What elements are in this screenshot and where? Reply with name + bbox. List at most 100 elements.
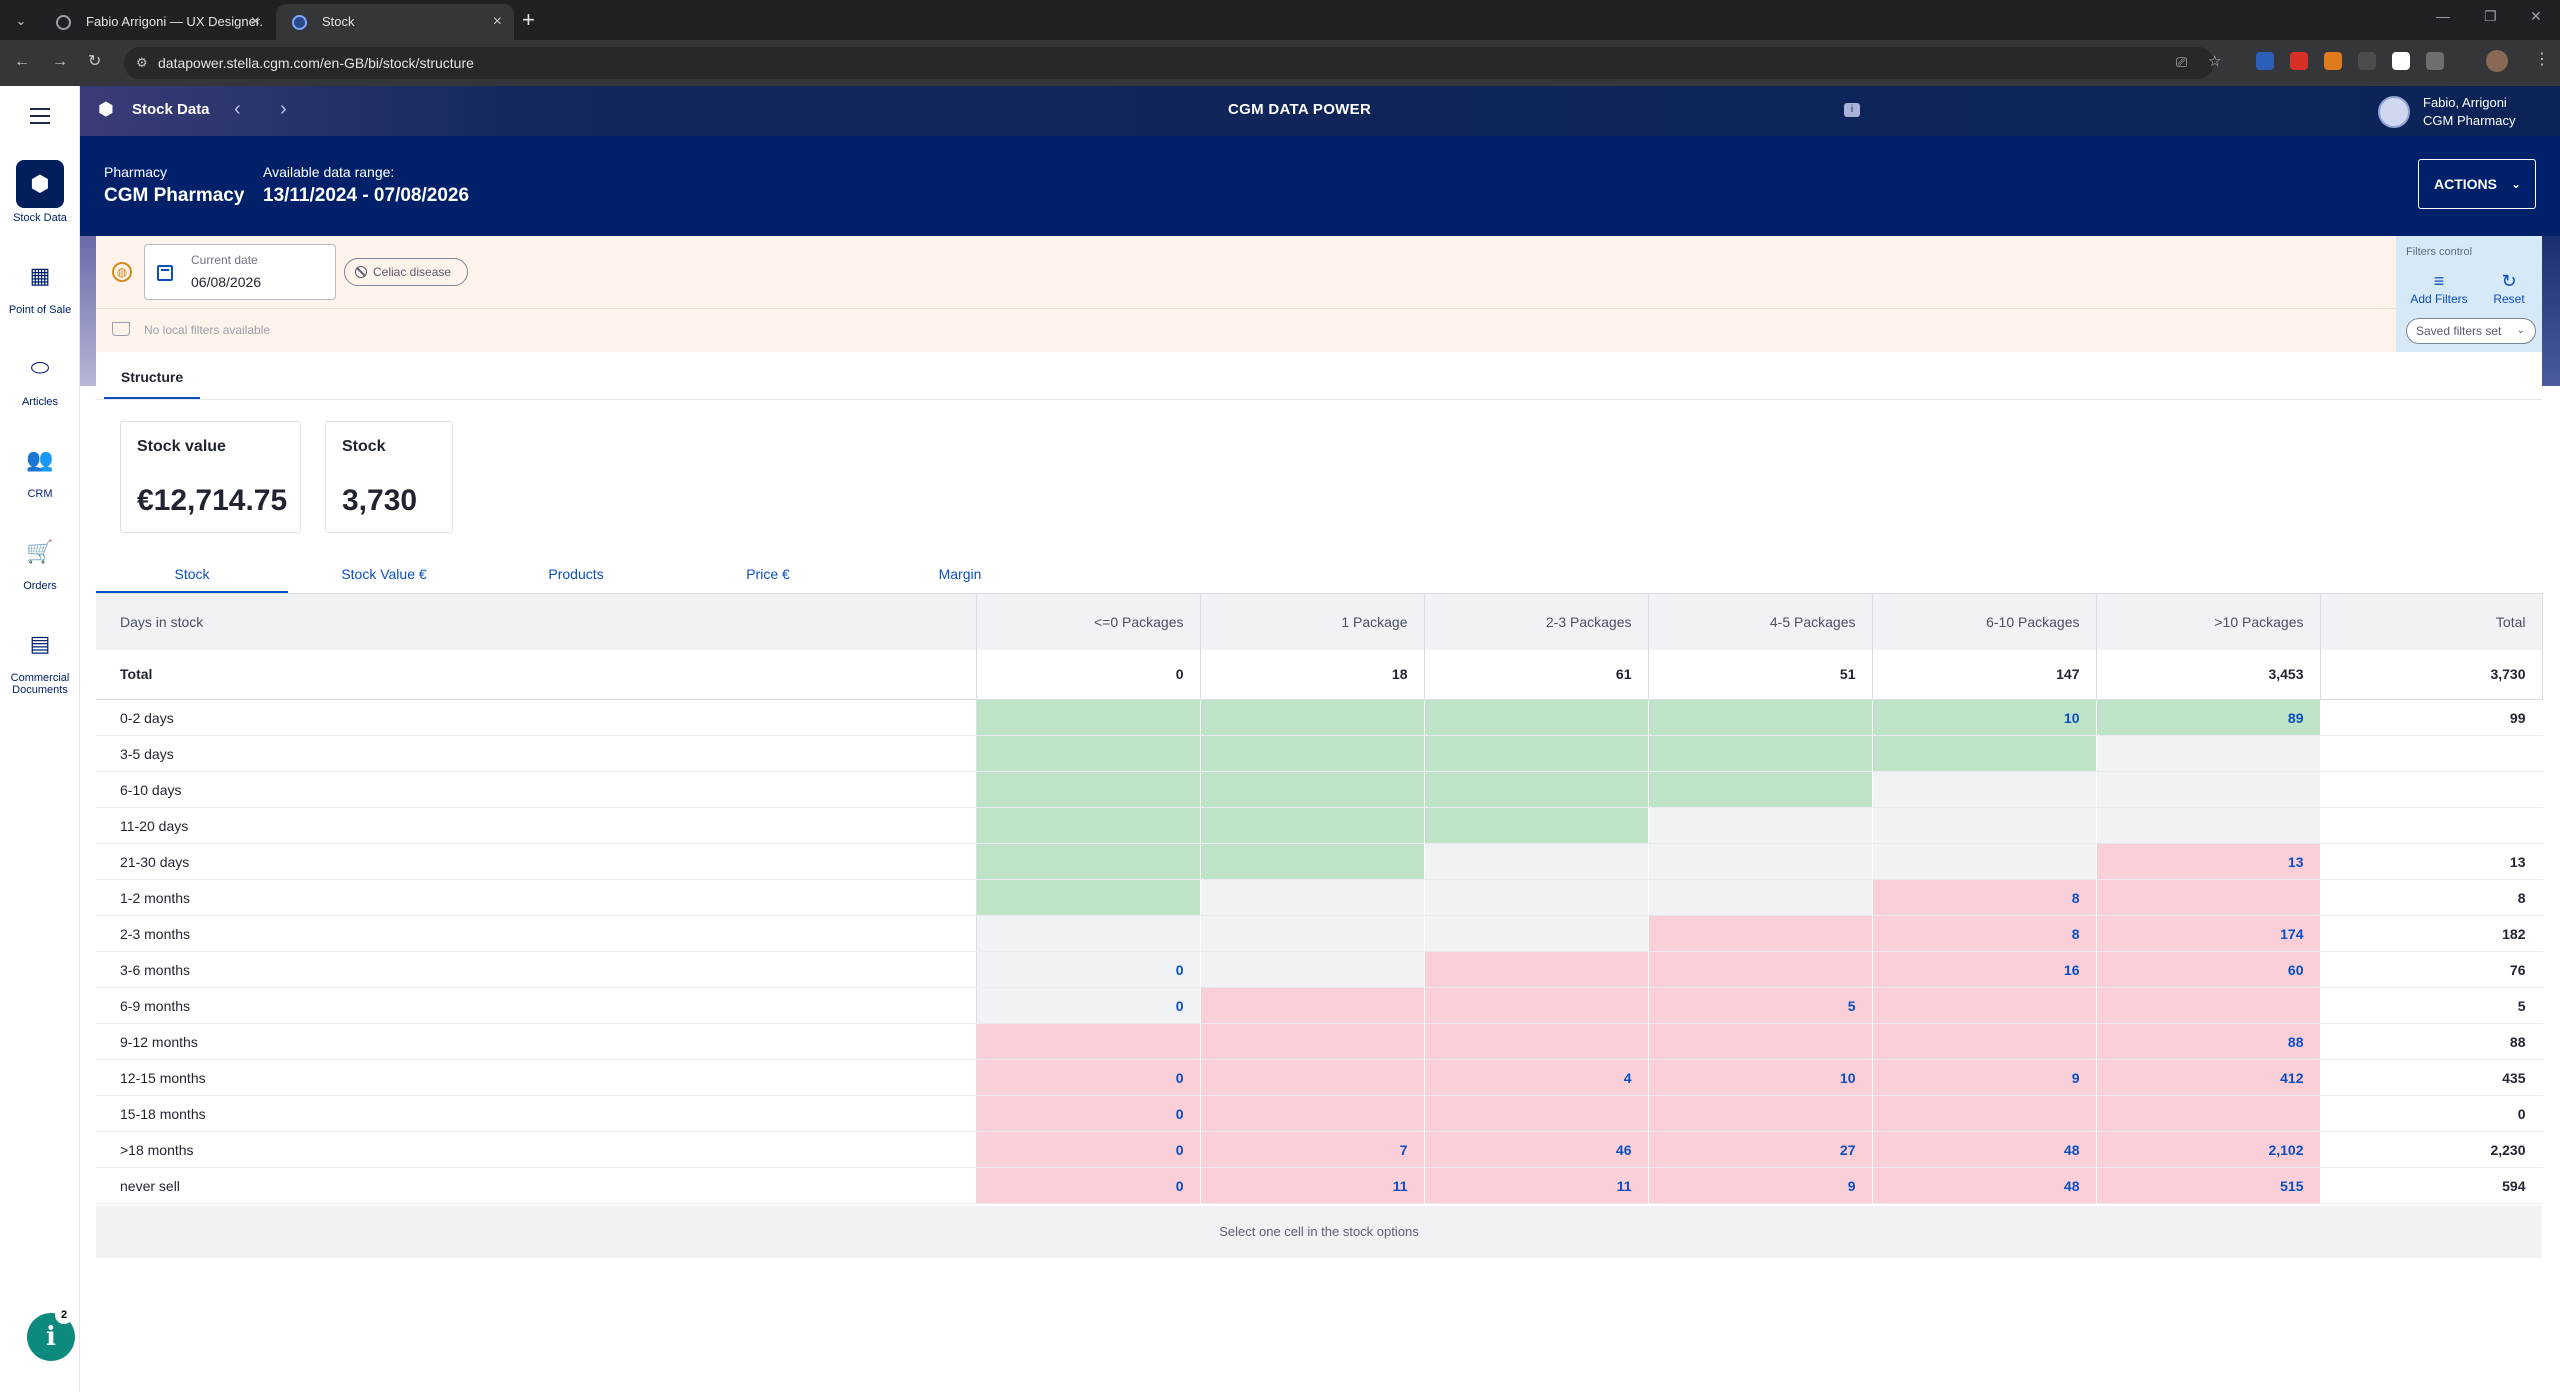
- stock-cell[interactable]: 412: [2096, 1059, 2321, 1096]
- stock-cell[interactable]: [976, 879, 1201, 916]
- stock-cell[interactable]: [1872, 735, 2097, 772]
- extension-icon[interactable]: [2392, 52, 2410, 70]
- extension-icon[interactable]: [2324, 52, 2342, 70]
- stock-cell[interactable]: [976, 1023, 1201, 1060]
- close-icon[interactable]: ×: [250, 13, 260, 30]
- stock-cell[interactable]: 8: [1872, 915, 2097, 952]
- window-close-icon[interactable]: ✕: [2530, 8, 2542, 24]
- minimize-icon[interactable]: —: [2436, 8, 2450, 24]
- rail-item-stock-data[interactable]: ⬢ Stock Data: [0, 160, 80, 224]
- tab-stock[interactable]: Stock: [96, 560, 288, 594]
- stock-cell[interactable]: [976, 735, 1201, 772]
- stock-cell[interactable]: 0: [976, 1095, 1201, 1132]
- stock-cell[interactable]: 11: [1424, 1167, 1649, 1204]
- stock-cell[interactable]: 10: [1648, 1059, 1873, 1096]
- browser-tab[interactable]: Fabio Arrigoni — UX Designer. ×: [40, 4, 272, 40]
- stock-cell[interactable]: [1872, 1023, 2097, 1060]
- stock-cell[interactable]: [1200, 1095, 1425, 1132]
- stock-cell[interactable]: 10: [1872, 699, 2097, 736]
- stock-cell[interactable]: 13: [2096, 843, 2321, 880]
- stock-cell[interactable]: [1648, 735, 1873, 772]
- stock-cell[interactable]: [1200, 1059, 1425, 1096]
- stock-cell[interactable]: [1200, 1023, 1425, 1060]
- stock-cell[interactable]: [1648, 915, 1873, 952]
- url-input[interactable]: ⚙ datapower.stella.cgm.com/en-GB/bi/stoc…: [124, 47, 2214, 79]
- stock-cell[interactable]: [1872, 987, 2097, 1024]
- saved-filters-select[interactable]: Saved filters set ⌄: [2406, 318, 2536, 344]
- stock-cell[interactable]: [1872, 771, 2097, 808]
- forward-icon[interactable]: →: [52, 53, 68, 70]
- stock-cell[interactable]: 16: [1872, 951, 2097, 988]
- stock-cell[interactable]: [1424, 987, 1649, 1024]
- stock-cell[interactable]: [1872, 1095, 2097, 1132]
- stock-cell[interactable]: [1648, 951, 1873, 988]
- rail-item-commercial-documents[interactable]: ▤ Commercial Documents: [0, 620, 80, 696]
- stock-cell[interactable]: [1200, 735, 1425, 772]
- stock-cell[interactable]: 89: [2096, 699, 2321, 736]
- globe-icon[interactable]: ◍: [112, 262, 132, 282]
- stock-cell[interactable]: [976, 699, 1201, 736]
- stock-cell[interactable]: [976, 771, 1201, 808]
- stock-cell[interactable]: [1200, 771, 1425, 808]
- profile-avatar-icon[interactable]: [2486, 50, 2508, 72]
- stock-cell[interactable]: 9: [1648, 1167, 1873, 1204]
- stock-cell[interactable]: 48: [1872, 1131, 2097, 1168]
- chevron-right-icon[interactable]: ›: [280, 98, 287, 120]
- stock-cell[interactable]: 7: [1200, 1131, 1425, 1168]
- stock-cell[interactable]: 0: [976, 1059, 1201, 1096]
- restore-icon[interactable]: ❐: [2484, 8, 2497, 24]
- reset-button[interactable]: ↻ Reset: [2484, 270, 2534, 306]
- stock-cell[interactable]: 48: [1872, 1167, 2097, 1204]
- stock-cell[interactable]: [1424, 879, 1649, 916]
- tab-margin[interactable]: Margin: [938, 566, 982, 582]
- stock-cell[interactable]: [1424, 951, 1649, 988]
- stock-cell[interactable]: [2096, 879, 2321, 916]
- rail-item-point-of-sale[interactable]: ▦ Point of Sale: [0, 252, 80, 316]
- tab-products[interactable]: Products: [548, 566, 604, 582]
- stock-cell[interactable]: 11: [1200, 1167, 1425, 1204]
- rail-item-orders[interactable]: 🛒 Orders: [0, 528, 80, 592]
- add-filters-button[interactable]: ≡ Add Filters: [2406, 270, 2472, 306]
- stock-cell[interactable]: [1424, 699, 1649, 736]
- stock-cell[interactable]: 4: [1424, 1059, 1649, 1096]
- stock-cell[interactable]: 5: [1648, 987, 1873, 1024]
- stock-cell[interactable]: [1424, 843, 1649, 880]
- stock-cell[interactable]: 0: [976, 1167, 1201, 1204]
- stock-cell[interactable]: 515: [2096, 1167, 2321, 1204]
- actions-button[interactable]: ACTIONS ⌄: [2418, 159, 2536, 209]
- stock-cell[interactable]: 0: [976, 951, 1201, 988]
- stock-cell[interactable]: 88: [2096, 1023, 2321, 1060]
- hamburger-menu-icon[interactable]: [30, 108, 50, 129]
- stock-cell[interactable]: [976, 807, 1201, 844]
- tab-search-icon[interactable]: ⌄: [15, 13, 27, 28]
- stock-cell[interactable]: [1424, 1023, 1649, 1060]
- stock-cell[interactable]: [2096, 735, 2321, 772]
- celiac-disease-chip[interactable]: Celiac disease: [344, 258, 468, 286]
- extensions-puzzle-icon[interactable]: [2426, 52, 2444, 70]
- install-app-icon[interactable]: ⎚: [2176, 54, 2188, 70]
- stock-cell[interactable]: [1872, 807, 2097, 844]
- stock-cell[interactable]: [1200, 807, 1425, 844]
- stock-cell[interactable]: [1648, 879, 1873, 916]
- stock-cell[interactable]: [2096, 807, 2321, 844]
- stock-cell[interactable]: [2096, 771, 2321, 808]
- tab-price[interactable]: Price €: [746, 566, 790, 582]
- stock-cell[interactable]: 8: [1872, 879, 2097, 916]
- stock-cell[interactable]: [1648, 699, 1873, 736]
- current-date-field[interactable]: Current date 06/08/2026: [144, 244, 336, 300]
- extension-icon[interactable]: [2256, 52, 2274, 70]
- site-info-icon[interactable]: ⚙: [136, 55, 148, 70]
- stock-cell[interactable]: [976, 915, 1201, 952]
- browser-tab-active[interactable]: Stock ×: [276, 4, 514, 40]
- stock-cell[interactable]: [1648, 843, 1873, 880]
- stock-cell[interactable]: [2096, 987, 2321, 1024]
- stock-cell[interactable]: [1200, 915, 1425, 952]
- stock-cell[interactable]: [1872, 843, 2097, 880]
- adblock-extension-icon[interactable]: [2290, 52, 2308, 70]
- stock-cell[interactable]: [1200, 987, 1425, 1024]
- stock-cell[interactable]: 60: [2096, 951, 2321, 988]
- rail-item-crm[interactable]: 👥 CRM: [0, 436, 80, 500]
- user-avatar[interactable]: [2378, 96, 2410, 128]
- stock-cell[interactable]: 27: [1648, 1131, 1873, 1168]
- stock-cell[interactable]: [1200, 951, 1425, 988]
